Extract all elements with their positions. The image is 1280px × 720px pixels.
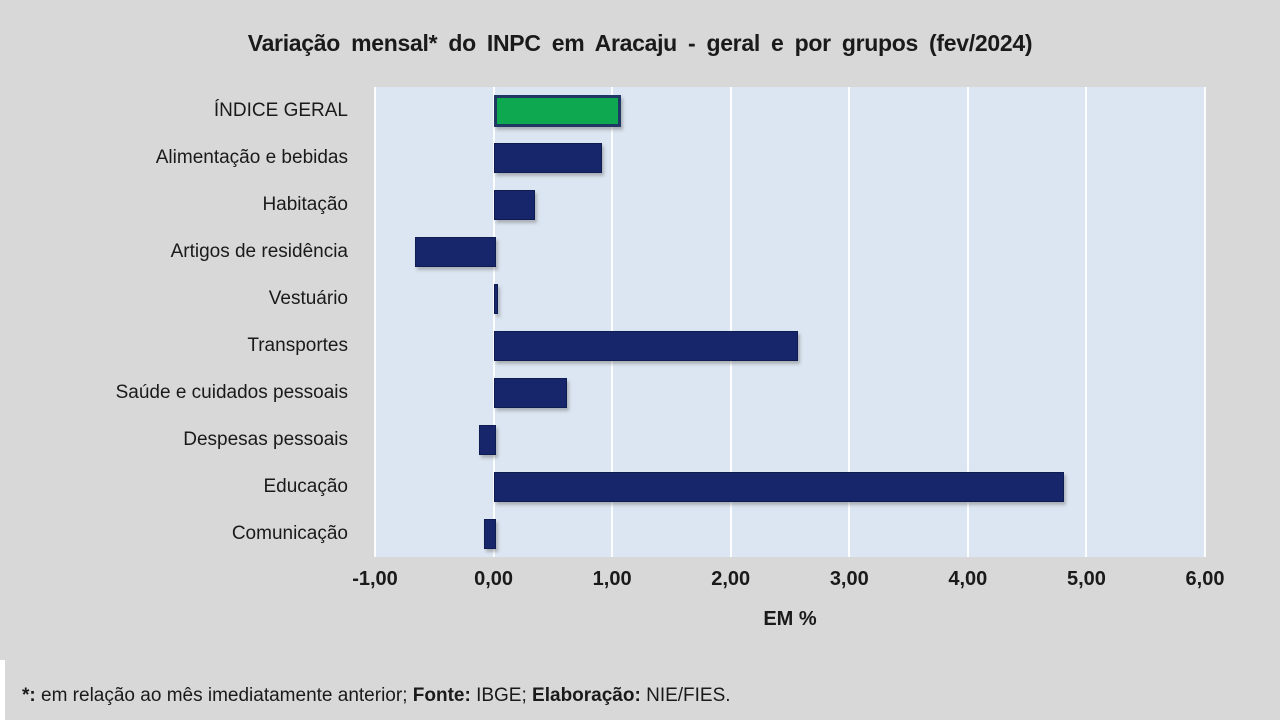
bar-saude-e-cuidados-pessoais (493, 377, 567, 408)
footnote-segment: Elaboração: (532, 685, 641, 706)
bar-comunicacao (484, 518, 496, 549)
bar-despesas-pessoais (479, 424, 496, 455)
x-tick-label: 6,00 (1185, 568, 1225, 590)
category-label: Transportes (247, 334, 348, 356)
chart-title: Variação mensal* do INPC em Aracaju - ge… (247, 30, 1033, 56)
x-tick-label: 5,00 (1066, 568, 1106, 590)
footnote: *: em relação ao mês imediatamente anter… (22, 685, 1262, 707)
bar-transportes (493, 330, 798, 361)
category-label: Alimentação e bebidas (155, 146, 348, 168)
x-axis-title: EM % (763, 608, 817, 630)
footnote-segment: *: (22, 685, 36, 706)
x-tick-label: 2,00 (711, 568, 751, 590)
footnote-segment: NIE/FIES. (640, 685, 731, 706)
category-label: Despesas pessoais (183, 428, 348, 450)
x-tick-label: 4,00 (948, 568, 988, 590)
category-label: Artigos de residência (170, 240, 348, 262)
x-tick-label: 0,00 (474, 568, 514, 590)
footnote-segment: em relação ao mês imediatamente anterior… (35, 685, 413, 706)
gridline (1204, 87, 1206, 557)
gridline (492, 87, 495, 557)
plot-area (374, 87, 1206, 557)
bar-indice-geral (493, 94, 621, 127)
category-label: ÍNDICE GERAL (213, 99, 348, 121)
category-label: Habitação (262, 193, 348, 215)
gridline (1085, 87, 1088, 557)
gridline (729, 87, 732, 557)
x-tick-label: -1,00 (352, 568, 398, 590)
category-axis: ÍNDICE GERAL Alimentação e bebidas Habitaç… (0, 87, 348, 557)
category-label: Saúde e cuidados pessoais (115, 381, 348, 403)
category-label: Educação (263, 475, 348, 497)
page-edge-strip (0, 660, 5, 720)
bar-alimentacao-e-bebidas (493, 142, 603, 173)
bar-educacao (493, 471, 1064, 502)
gridline (611, 87, 614, 557)
bar-artigos-de-residencia (415, 236, 496, 267)
x-tick-label: 1,00 (592, 568, 632, 590)
x-axis: -1,00 0,00 1,00 2,00 3,00 4,00 5,00 6,00 (352, 568, 1224, 594)
gridline (374, 87, 376, 557)
bar-vestuario (493, 283, 498, 314)
gridline (966, 87, 969, 557)
footnote-segment: Fonte: (412, 685, 471, 706)
footnote-segment: IBGE; (470, 685, 533, 706)
x-tick-label: 3,00 (829, 568, 869, 590)
category-label: Comunicação (231, 522, 348, 544)
bar-habitacao (493, 189, 535, 220)
gridline (848, 87, 851, 557)
category-label: Vestuário (268, 287, 348, 309)
